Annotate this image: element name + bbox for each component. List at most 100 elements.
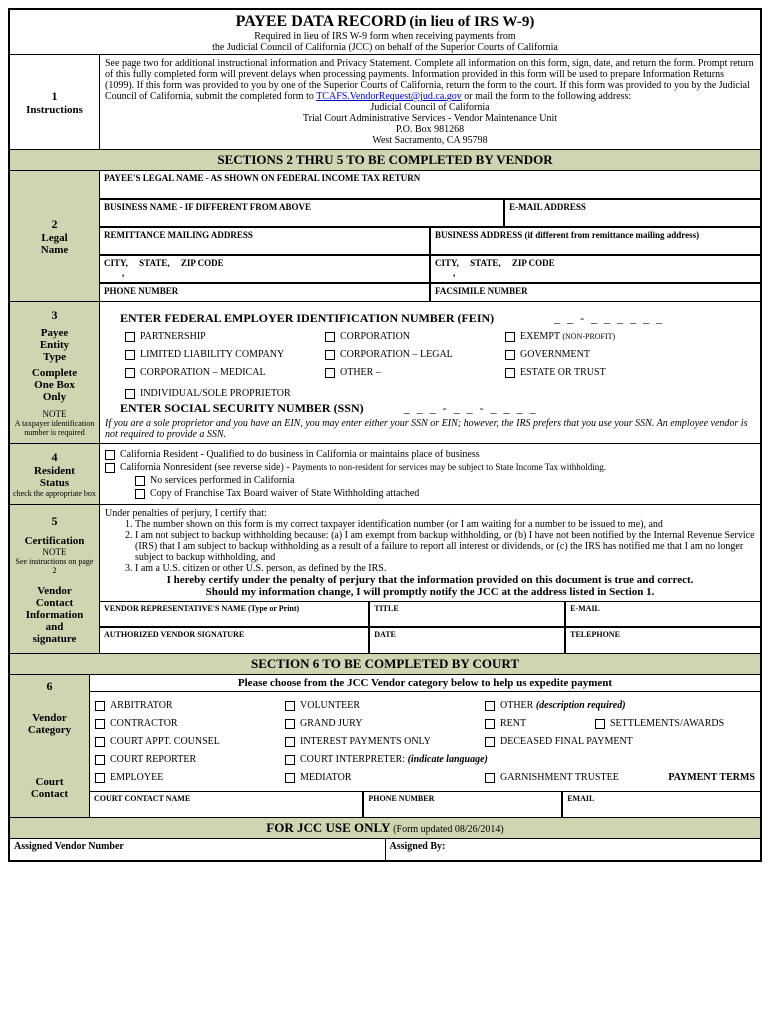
vendor-rep-name-field[interactable]: VENDOR REPRESENTATIVE'S NAME (Type or Pr… [100,601,369,627]
addr-line: P.O. Box 981268 [105,124,755,135]
section-1-label: Instructions [13,104,96,116]
section-5-label: Information [13,609,96,621]
checkbox-court-reporter[interactable]: COURT REPORTER [95,754,285,765]
business-address-field[interactable]: BUSINESS ADDRESS (if different from remi… [430,227,760,255]
checkbox-corporation[interactable]: CORPORATION [325,331,505,342]
section-2-side: 2 Legal Name [10,171,100,301]
checkbox-other[interactable]: OTHER (description required) [485,700,755,711]
phone-field[interactable]: PHONE NUMBER [100,283,430,301]
checkbox-exempt[interactable]: EXEMPT (NON-PROFIT) [505,331,685,342]
section-3-label: Entity [13,339,96,351]
checkbox-deceased[interactable]: DECEASED FINAL PAYMENT [485,736,755,747]
section-3-num: 3 [13,308,96,323]
checkbox-corp-legal[interactable]: CORPORATION – LEGAL [325,349,505,360]
court-contact-name-field[interactable]: COURT CONTACT NAME [90,791,363,817]
header-sub1: Required in lieu of IRS W-9 form when re… [10,31,760,42]
payee-legal-name-field[interactable]: PAYEE'S LEGAL NAME - AS SHOWN ON FEDERAL… [100,171,760,199]
ssn-label: ENTER SOCIAL SECURITY NUMBER (SSN) [120,401,364,416]
form-title-suffix: (in lieu of IRS W-9) [409,14,534,30]
note-header: NOTE [13,547,96,557]
checkbox-contractor[interactable]: CONTRACTOR [95,718,285,729]
section-4-label: Status [13,477,96,489]
checkbox-llc[interactable]: LIMITED LIABILITY COMPANY [125,349,325,360]
cert-item: I am a U.S. citizen or other U.S. person… [135,563,755,574]
assigned-vendor-number-field[interactable]: Assigned Vendor Number [10,839,386,860]
checkbox-interpreter[interactable]: COURT INTERPRETER: (indicate language) [285,754,755,765]
checkbox-grand-jury[interactable]: GRAND JURY [285,718,485,729]
section-2-label: Legal [13,232,96,244]
checkbox-interest[interactable]: INTEREST PAYMENTS ONLY [285,736,485,747]
fein-blanks[interactable]: _ _ - _ _ _ _ _ _ [554,311,664,326]
court-email-field[interactable]: EMAIL [562,791,760,817]
checkbox-individual[interactable]: INDIVIDUAL/SOLE PROPRIETOR [125,388,755,399]
section-6-side: 6 Vendor Category Court Contact [10,675,90,817]
section-3-label: Type [13,351,96,363]
checkbox-rent[interactable]: RENT [485,718,595,729]
note-header: NOTE [13,409,96,419]
checkbox-ftb-waiver[interactable]: Copy of Franchise Tax Board waiver of St… [135,488,755,499]
section-3-label: Complete [13,367,96,379]
checkbox-employee[interactable]: EMPLOYEE [95,772,285,783]
section-6-intro: Please choose from the JCC Vendor catego… [90,675,760,692]
checkbox-corp-medical[interactable]: CORPORATION – MEDICAL [125,367,325,378]
addr-line: Judicial Council of California [105,102,755,113]
email-address-field[interactable]: E-MAIL ADDRESS [504,199,760,227]
telephone-field[interactable]: TELEPHONE [565,627,760,653]
section-2-fields: PAYEE'S LEGAL NAME - AS SHOWN ON FEDERAL… [100,171,760,301]
section-5-side: 5 Certification NOTE See instructions on… [10,505,100,653]
section-3-label: One Box [13,379,96,391]
court-phone-field[interactable]: PHONE NUMBER [363,791,562,817]
checkbox-ca-resident[interactable]: California Resident - Qualified to do bu… [105,449,755,460]
section-3-label: Only [13,391,96,403]
section-4-num: 4 [13,450,96,465]
signature-field[interactable]: AUTHORIZED VENDOR SIGNATURE [100,627,369,653]
payee-data-record-form: PAYEE DATA RECORD (in lieu of IRS W-9) R… [8,8,762,862]
section-header-2-5: SECTIONS 2 THRU 5 TO BE COMPLETED BY VEN… [10,149,760,170]
section-6-label: Vendor [13,712,86,724]
checkbox-government[interactable]: GOVERNMENT [505,349,685,360]
remittance-address-field[interactable]: REMITTANCE MAILING ADDRESS [100,227,430,255]
checkbox-estate-trust[interactable]: ESTATE OR TRUST [505,367,685,378]
checkbox-partnership[interactable]: PARTNERSHIP [125,331,325,342]
cert-item: The number shown on this form is my corr… [135,519,755,530]
checkbox-court-counsel[interactable]: COURT APPT. COUNSEL [95,736,285,747]
section-6-content: Please choose from the JCC Vendor catego… [90,675,760,817]
jcc-footer: Assigned Vendor Number Assigned By: [10,838,760,860]
cert-statement: Should my information change, I will pro… [105,586,755,598]
form-title: PAYEE DATA RECORD [236,13,407,30]
checkbox-ca-nonresident[interactable]: California Nonresident (see reverse side… [105,462,755,473]
checkbox-no-services[interactable]: No services performed in California [135,475,755,486]
checkbox-mediator[interactable]: MEDIATOR [285,772,485,783]
checkbox-garnishment[interactable]: GARNISHMENT TRUSTEE [485,772,619,783]
date-field[interactable]: DATE [369,627,565,653]
fax-field[interactable]: FACSIMILE NUMBER [430,283,760,301]
cert-intro: Under penalties of perjury, I certify th… [105,508,755,519]
section-6-num: 6 [13,679,86,694]
ssn-blanks[interactable]: _ _ _ - _ _ - _ _ _ _ [404,401,538,416]
section-6: 6 Vendor Category Court Contact Please c… [10,674,760,817]
ssn-note: If you are a sole proprietor and you hav… [105,418,755,440]
section-4-side: 4 Resident Status check the appropriate … [10,444,100,504]
section-3-side: 3 Payee Entity Type Complete One Box Onl… [10,302,100,443]
city-state-zip-field[interactable]: CITY, STATE, ZIP CODE , [430,255,760,283]
checkbox-other[interactable]: OTHER – [325,367,505,378]
addr-line: Trial Court Administrative Services - Ve… [105,113,755,124]
checkbox-arbitrator[interactable]: ARBITRATOR [95,700,285,711]
jcc-use-header: FOR JCC USE ONLY (Form updated 08/26/201… [10,817,760,838]
section-1-side: 1 Instructions [10,55,100,149]
email-link[interactable]: TCAFS.VendorRequest@jud.ca.gov [316,91,462,102]
assigned-by-field[interactable]: Assigned By: [386,839,761,860]
checkbox-volunteer[interactable]: VOLUNTEER [285,700,485,711]
header-sub2: the Judicial Council of California (JCC)… [10,42,760,53]
checkbox-settlements[interactable]: SETTLEMENTS/AWARDS [595,718,755,729]
section-4-label: Resident [13,465,96,477]
addr-line: West Sacramento, CA 95798 [105,135,755,146]
section-5-label: and [13,621,96,633]
section-6-label: Category [13,724,86,736]
section-5-content: Under penalties of perjury, I certify th… [100,505,760,653]
title-field[interactable]: TITLE [369,601,565,627]
payment-terms-label: PAYMENT TERMS [668,772,755,783]
business-name-field[interactable]: BUSINESS NAME - IF DIFFERENT FROM ABOVE [100,199,504,227]
city-state-zip-field[interactable]: CITY, STATE, ZIP CODE , [100,255,430,283]
email-field[interactable]: E-MAIL [565,601,760,627]
